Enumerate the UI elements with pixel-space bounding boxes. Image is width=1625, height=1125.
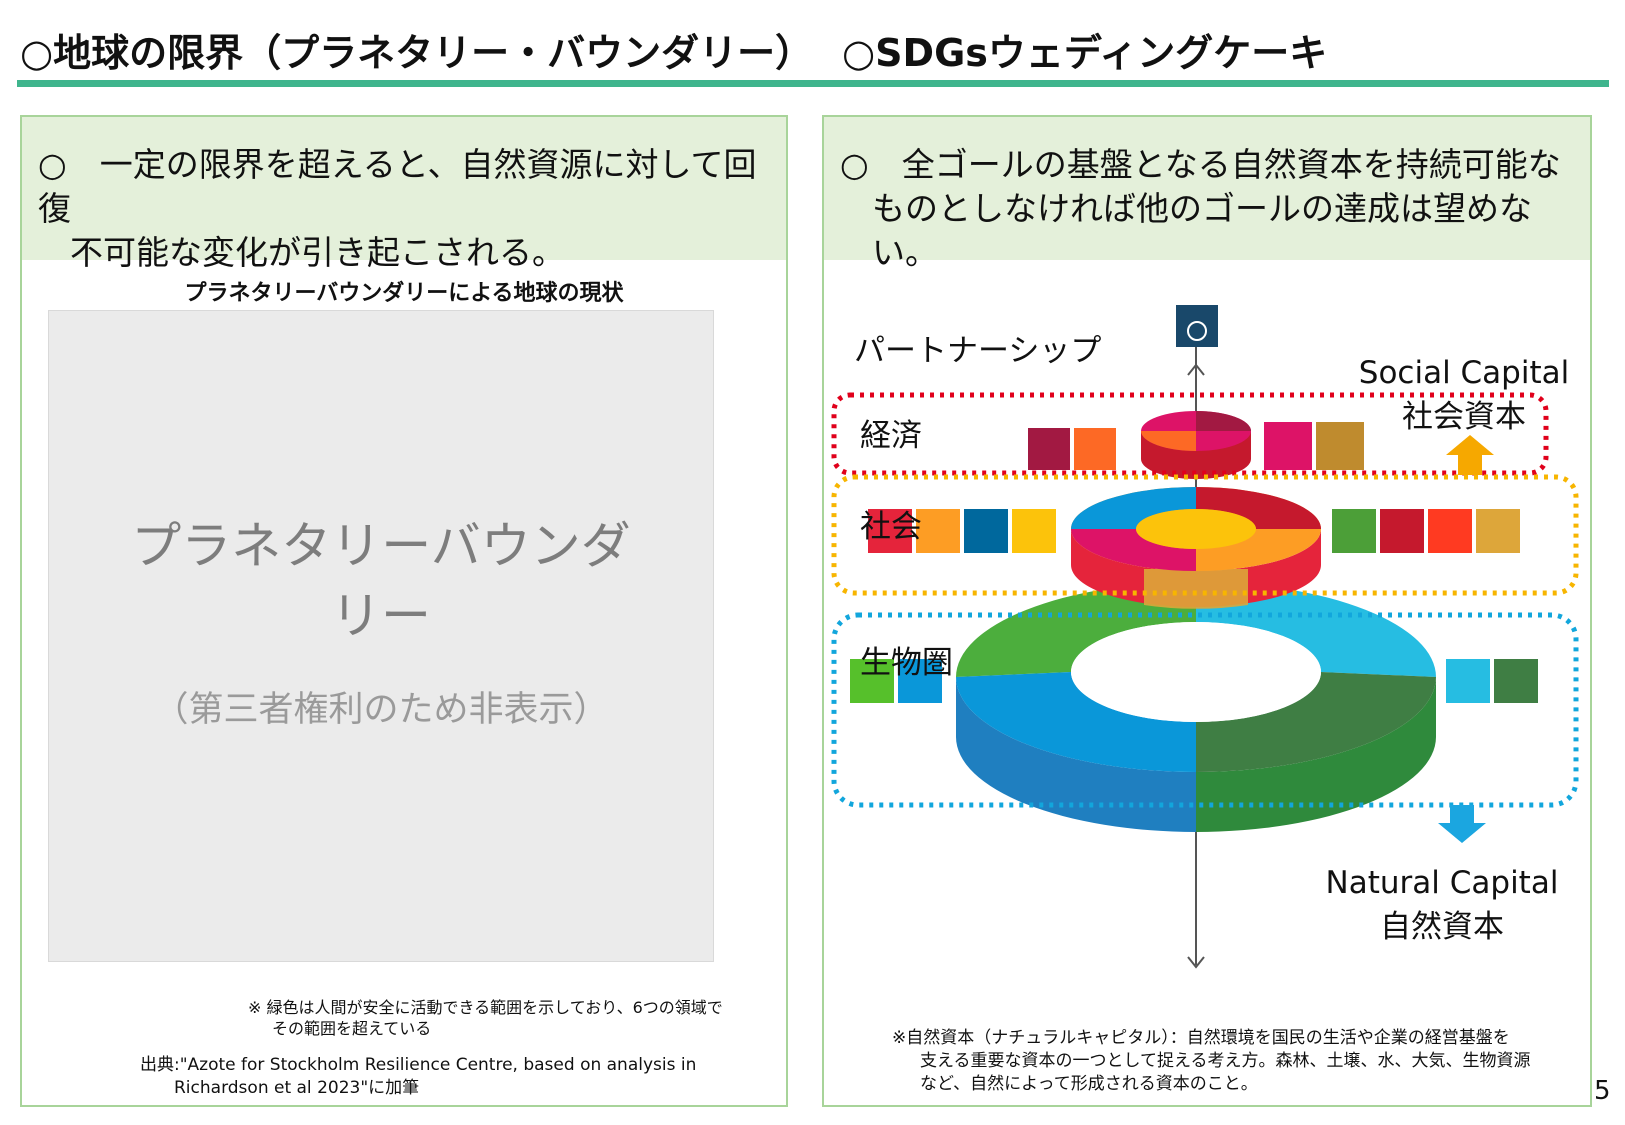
goal-1-icon — [868, 509, 912, 553]
partnership-label: パートナーシップ — [854, 333, 1102, 369]
left-heading: ○地球の限界（プラネタリー・バウンダリー） — [20, 31, 814, 75]
social-capital-en: Social Capital — [1358, 355, 1570, 391]
goal-14-icon — [898, 659, 942, 703]
social-capital-up-arrow — [1446, 435, 1494, 475]
right-heading: ○SDGsウェディングケーキ — [842, 31, 1328, 75]
natural-capital-en: Natural Capital — [1325, 865, 1559, 901]
left-note-line2: その範囲を超えている — [272, 1019, 432, 1038]
page-number: 5 — [1594, 1076, 1611, 1106]
goal-10-icon — [1264, 422, 1312, 470]
right-note-line3: など、自然によって形成される資本のこと。 — [920, 1074, 1258, 1094]
goal-15-icon — [850, 659, 894, 703]
goal-11-icon — [916, 509, 960, 553]
source-line1: 出典:"Azote for Stockholm Resilience Centr… — [140, 1055, 697, 1075]
social-capital-label: Social Capital 社会資本 — [1354, 355, 1574, 436]
society-left-icons — [868, 509, 1056, 553]
economy-layer — [1141, 411, 1251, 479]
image-placeholder: プラネタリーバウンダ リー （第三者権利のため非表示） — [48, 310, 714, 962]
chart-title: プラネタリーバウンダリーによる地球の現状 — [184, 281, 624, 306]
biosphere-label: 生物圏 — [860, 645, 953, 681]
source-line2: Richardson et al 2023"に加筆 — [174, 1078, 420, 1098]
goal-2-icon — [1476, 509, 1520, 553]
left-note-line1: ※ 緑色は人間が安全に活動できる範囲を示しており、6つの領域で — [248, 998, 723, 1017]
sdgs-wedding-cake-diagram — [831, 305, 1579, 969]
economy-right-icons — [1264, 422, 1364, 470]
placeholder-line2: リー — [331, 587, 431, 645]
right-panel: ○ 全ゴールの基盤となる自然資本を持続可能な ものとしなければ他のゴールの達成は… — [822, 115, 1592, 1107]
goal-9-icon — [1074, 428, 1116, 470]
society-right-icons — [1332, 509, 1520, 553]
axis-down-arrowhead — [1187, 956, 1205, 969]
biosphere-right-icons — [1446, 659, 1538, 703]
natural-capital-ja: 自然資本 — [1380, 909, 1504, 945]
goal-16-icon — [964, 509, 1008, 553]
left-lead-line1: ○ 一定の限界を超えると、自然資源に対して回復 — [38, 145, 757, 228]
society-layer — [1071, 487, 1321, 609]
right-note-line2: 支える重要な資本の一つとして捉える考え方。森林、土壌、水、大気、生物資源 — [920, 1051, 1531, 1071]
left-lead-line2: 不可能な変化が引き起こされる。 — [70, 233, 565, 272]
goal-3-icon — [1332, 509, 1376, 553]
left-note: ※ 緑色は人間が安全に活動できる範囲を示しており、6つの領域で その範囲を超えて… — [248, 997, 723, 1039]
biosphere-dotted-box — [831, 612, 1579, 808]
society-label: 社会 — [860, 509, 922, 545]
goal-4-icon — [1380, 509, 1424, 553]
right-lead-line1: ○ 全ゴールの基盤となる自然資本を持続可能な — [840, 145, 1561, 184]
goal-6-icon — [1446, 659, 1490, 703]
society-dotted-box — [831, 474, 1579, 596]
biosphere-layer — [956, 582, 1436, 832]
natural-capital-down-arrow — [1438, 805, 1486, 843]
right-note: ※自然資本（ナチュラルキャピタル）：自然環境を国民の生活や企業の経営基盤を 支え… — [892, 1027, 1530, 1096]
right-lead-box: ○ 全ゴールの基盤となる自然資本を持続可能な ものとしなければ他のゴールの達成は… — [824, 117, 1590, 272]
economy-dotted-box — [831, 392, 1549, 476]
right-lead-line2: ものとしなければ他のゴールの達成は望めない。 — [872, 189, 1532, 272]
goal-5-icon — [1428, 509, 1472, 553]
source-citation: 出典:"Azote for Stockholm Resilience Centr… — [140, 1054, 696, 1100]
right-note-line1: ※自然資本（ナチュラルキャピタル）：自然環境を国民の生活や企業の経営基盤を — [892, 1028, 1510, 1048]
goal-13-icon — [1494, 659, 1538, 703]
economy-left-icons — [1028, 428, 1116, 470]
biosphere-left-icons — [850, 659, 942, 703]
goal-12-icon — [1316, 422, 1364, 470]
placeholder-line1: プラネタリーバウンダ — [131, 517, 631, 575]
goal-8-icon — [1028, 428, 1070, 470]
natural-capital-label: Natural Capital 自然資本 — [1322, 865, 1562, 946]
left-lead-box: ○ 一定の限界を超えると、自然資源に対して回復 不可能な変化が引き起こされる。 — [22, 117, 786, 272]
placeholder-note: （第三者権利のため非表示） — [153, 690, 609, 730]
heading-rule — [17, 80, 1609, 87]
axis-up-arrowhead — [1187, 363, 1205, 376]
goal-17-icon — [1176, 305, 1218, 347]
goal-7-icon — [1012, 509, 1056, 553]
social-capital-ja: 社会資本 — [1402, 399, 1526, 435]
economy-label: 経済 — [860, 418, 922, 454]
left-panel: ○ 一定の限界を超えると、自然資源に対して回復 不可能な変化が引き起こされる。 … — [20, 115, 788, 1107]
